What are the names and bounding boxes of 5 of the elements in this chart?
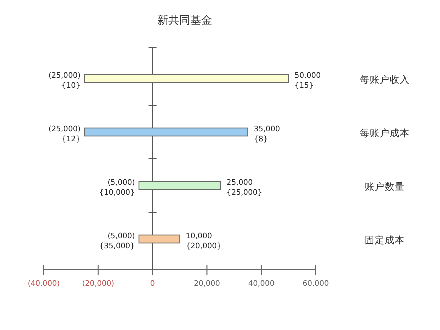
y-tick-label: 固定成本 [365, 234, 405, 246]
y-tick-label: 账户数量 [365, 180, 405, 193]
y-tick-label: 每账户收入 [360, 74, 410, 86]
y-tick-label: 每账户成本 [360, 127, 410, 140]
chart-title: 新共同基金 [158, 14, 212, 27]
